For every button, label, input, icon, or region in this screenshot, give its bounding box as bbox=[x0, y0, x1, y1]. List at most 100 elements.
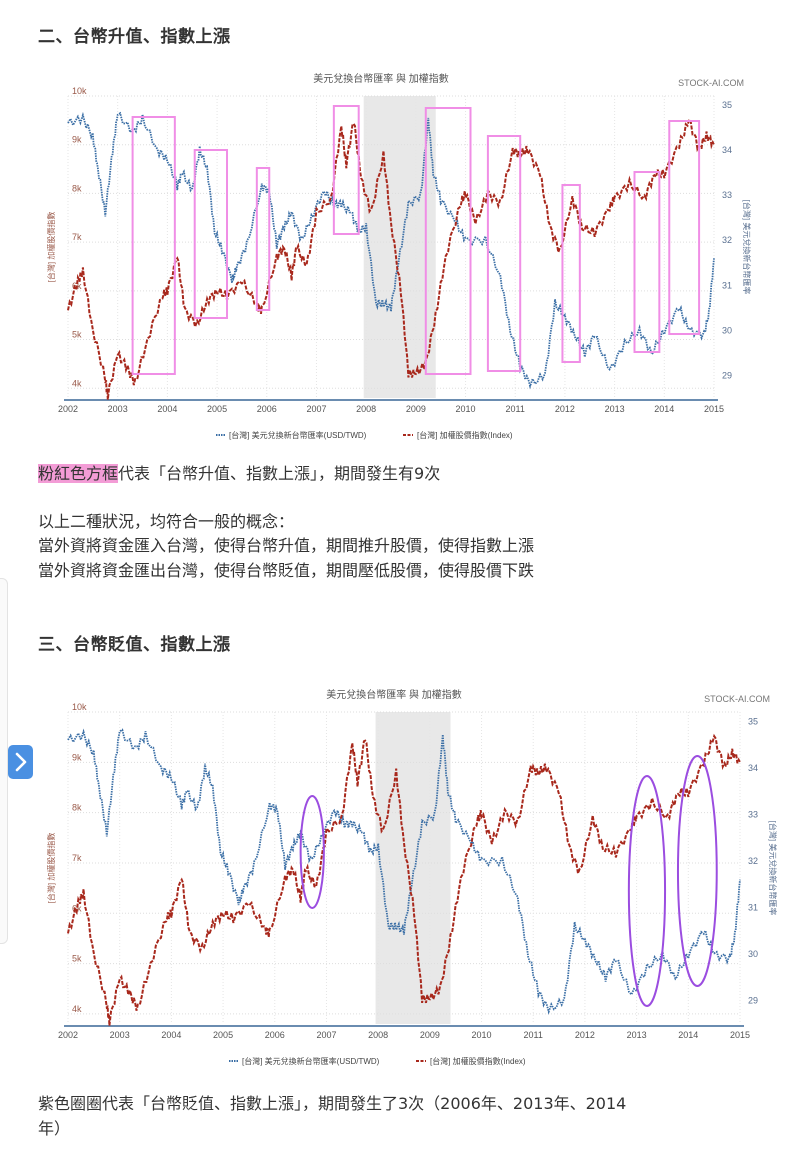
purple-annotation-circle bbox=[676, 755, 718, 987]
y-tick-right: 32 bbox=[748, 856, 758, 866]
chart-appreciation: 美元兌換台幣匯率 與 加權指數 STOCK-AI.COM 4k 5k 6k 7k 8k 9k 1… bbox=[44, 62, 758, 448]
y-tick-left: 10k bbox=[72, 702, 87, 712]
y-tick-right: 29 bbox=[722, 370, 732, 380]
y-axis-label-left: [台灣] 加權股價指數 bbox=[46, 212, 56, 283]
summary-line-1: 以上二種狀況，均符合一般的概念： bbox=[38, 512, 295, 531]
y-tick-left: 9k bbox=[72, 135, 82, 145]
x-tick: 2011 bbox=[506, 404, 525, 414]
expand-drawer-button[interactable] bbox=[8, 745, 33, 779]
x-tick: 2009 bbox=[420, 1030, 440, 1040]
chart-watermark: STOCK-AI.COM bbox=[678, 78, 744, 88]
x-tick: 2015 bbox=[730, 1030, 750, 1040]
y-tick-right: 32 bbox=[722, 235, 732, 245]
purple-annotation-circle bbox=[627, 775, 667, 1007]
x-tick: 2014 bbox=[678, 1030, 698, 1040]
y-tick-right: 31 bbox=[722, 280, 732, 290]
y-tick-right: 34 bbox=[748, 763, 758, 773]
y-tick-left: 4k bbox=[72, 1004, 82, 1014]
x-tick: 2014 bbox=[654, 404, 674, 414]
series-index-line bbox=[67, 733, 741, 1026]
section2-heading: 二、台幣升值、指數上漲 bbox=[38, 27, 231, 47]
x-tick: 2004 bbox=[161, 1030, 181, 1040]
legend-index[interactable]: [台灣] 加權股價指數(Index) bbox=[430, 1056, 526, 1066]
y-tick-left: 7k bbox=[72, 853, 82, 863]
legend-usd-twd[interactable]: [台灣] 美元兌換新台幣匯率(USD/TWD) bbox=[242, 1056, 380, 1066]
y-tick-right: 35 bbox=[722, 100, 732, 110]
side-drawer-edge[interactable] bbox=[0, 578, 8, 944]
x-tick: 2009 bbox=[406, 404, 426, 414]
recession-shading bbox=[375, 712, 451, 1024]
x-tick: 2010 bbox=[456, 404, 476, 414]
x-tick: 2005 bbox=[213, 1030, 233, 1040]
x-tick: 2013 bbox=[627, 1030, 647, 1040]
x-tick: 2012 bbox=[555, 404, 575, 414]
chart-canvas: 美元兌換台幣匯率 與 加權指數 STOCK-AI.COM4k5k6k7k8k9k1… bbox=[46, 72, 752, 440]
y-axis-label-right: [台灣] 美元兌換新台幣匯率 bbox=[742, 200, 752, 295]
y-tick-left: 8k bbox=[72, 803, 82, 813]
y-tick-left: 5k bbox=[72, 330, 82, 340]
x-tick: 2005 bbox=[207, 404, 227, 414]
y-tick-right: 31 bbox=[748, 903, 758, 913]
y-tick-right: 30 bbox=[722, 325, 732, 335]
recession-shading bbox=[363, 96, 436, 398]
y-tick-right: 34 bbox=[722, 145, 732, 155]
y-tick-left: 5k bbox=[72, 954, 82, 964]
x-tick: 2006 bbox=[265, 1030, 285, 1040]
chevron-right-icon bbox=[15, 752, 26, 772]
legend-index[interactable]: [台灣] 加權股價指數(Index) bbox=[417, 430, 513, 440]
pink-annotation-box bbox=[424, 107, 472, 375]
pink-annotation-box bbox=[668, 120, 701, 335]
x-tick: 2002 bbox=[58, 404, 78, 414]
x-tick: 2007 bbox=[316, 1030, 336, 1040]
y-tick-left: 7k bbox=[72, 232, 82, 242]
chart-canvas: 美元兌換台幣匯率 與 加權指數 STOCK-AI.COM 4k 5k 6k 7k 8k 9k 1… bbox=[46, 688, 778, 1066]
y-tick-right: 35 bbox=[748, 716, 758, 726]
series-usd-twd-line bbox=[67, 728, 741, 1015]
x-tick: 2006 bbox=[257, 404, 277, 414]
y-tick-left: 10k bbox=[72, 86, 87, 96]
x-tick: 2015 bbox=[704, 404, 724, 414]
pink-annotation-box bbox=[332, 105, 360, 235]
y-tick-left: 8k bbox=[72, 183, 82, 193]
purple-annotation-circle bbox=[299, 795, 325, 909]
y-tick-left: 4k bbox=[72, 378, 82, 388]
x-tick: 2003 bbox=[110, 1030, 130, 1040]
y-tick-right: 33 bbox=[748, 809, 758, 819]
pink-annotation-box bbox=[561, 184, 581, 363]
section3-heading: 三、台幣貶值、指數上漲 bbox=[38, 635, 231, 655]
y-tick-left: 9k bbox=[72, 752, 82, 762]
y-tick-left: 6k bbox=[72, 903, 82, 913]
x-tick: 2002 bbox=[58, 1030, 78, 1040]
x-tick: 2011 bbox=[524, 1030, 543, 1040]
chart-title: 美元兌換台幣匯率 與 加權指數 bbox=[326, 688, 462, 701]
summary-line-2: 當外資將資金匯入台灣，使得台幣升值，期間推升股價，使得指數上漲 bbox=[38, 536, 535, 555]
x-tick: 2008 bbox=[356, 404, 376, 414]
highlight-pink-box-label: 粉紅色方框 bbox=[38, 464, 119, 483]
x-tick: 2007 bbox=[306, 404, 326, 414]
series-index-line bbox=[67, 116, 715, 400]
y-tick-right: 33 bbox=[722, 190, 732, 200]
section2-caption: 粉紅色方框代表「台幣升值、指數上漲」，期間發生有9次 bbox=[38, 462, 440, 486]
chart-title: 美元兌換台幣匯率 與 加權指數 bbox=[313, 72, 449, 85]
pink-annotation-box bbox=[633, 171, 661, 353]
section3-caption-line2: 年） bbox=[38, 1119, 71, 1138]
x-tick: 2004 bbox=[157, 404, 177, 414]
section3-caption-line1: 紫色圈圈代表「台幣貶值、指數上漲」，期間發生了3次（2006年、2013年、20… bbox=[38, 1094, 627, 1113]
x-tick: 2010 bbox=[472, 1030, 492, 1040]
y-tick-right: 29 bbox=[748, 996, 758, 1006]
pink-annotation-box bbox=[486, 135, 522, 372]
x-tick: 2012 bbox=[575, 1030, 595, 1040]
y-axis-label-right: [台灣] 美元兌換新台幣匯率 bbox=[768, 821, 778, 916]
chart-watermark: STOCK-AI.COM bbox=[704, 694, 770, 704]
legend-usd-twd[interactable]: [台灣] 美元兌換新台幣匯率(USD/TWD) bbox=[229, 430, 367, 440]
pink-annotation-box bbox=[255, 167, 271, 311]
y-axis-label-left: [台灣] 加權股價指數 bbox=[46, 833, 56, 904]
summary-line-3: 當外資將資金匯出台灣，使得台幣貶值，期間壓低股價，使得股價下跌 bbox=[38, 561, 535, 580]
pink-annotation-box bbox=[193, 149, 229, 319]
x-tick: 2003 bbox=[108, 404, 128, 414]
chart-depreciation: 美元兌換台幣匯率 與 加權指數 STOCK-AI.COM 4k 5k 6k 7k 8k 9k 1… bbox=[44, 678, 784, 1078]
pink-annotation-box bbox=[131, 116, 176, 375]
caption-text: 代表「台幣升值、指數上漲」，期間發生有9次 bbox=[118, 464, 441, 483]
x-tick: 2013 bbox=[605, 404, 625, 414]
y-tick-right: 30 bbox=[748, 949, 758, 959]
